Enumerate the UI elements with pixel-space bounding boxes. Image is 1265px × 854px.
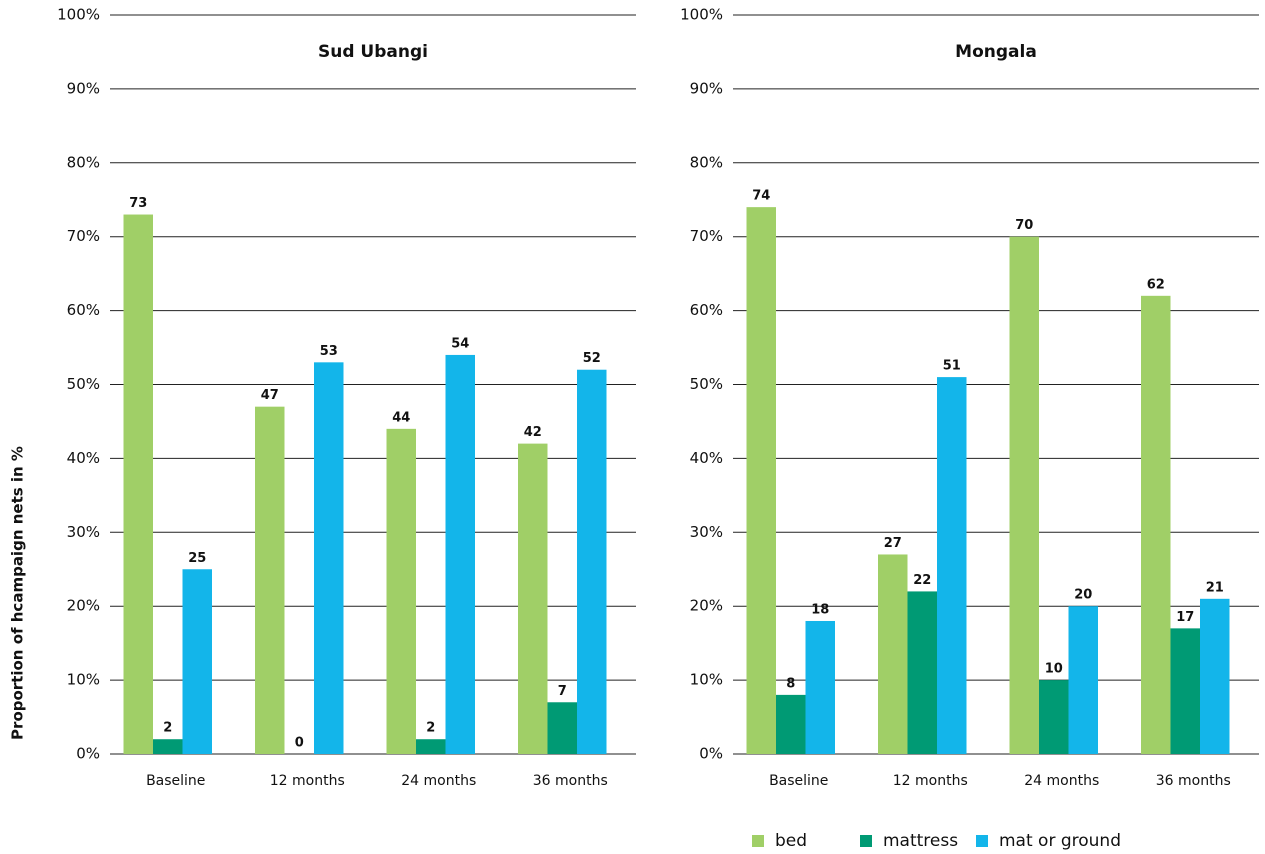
x-tick-label: 24 months	[1024, 773, 1099, 789]
bar	[1200, 598, 1230, 754]
y-axis-label: Proportion of hcampaign nets in %	[9, 446, 27, 740]
y-tick-label: 30%	[67, 523, 100, 541]
y-tick-label: 90%	[690, 79, 723, 97]
data-label: 74	[752, 189, 770, 204]
data-label: 8	[786, 676, 795, 691]
bar	[1009, 236, 1039, 754]
bar	[878, 554, 908, 754]
legend-label: mattress	[883, 831, 958, 851]
data-label: 52	[583, 351, 601, 366]
x-tick-label: 24 months	[401, 773, 476, 789]
data-label: 22	[913, 573, 931, 588]
bar	[937, 377, 967, 754]
data-label: 20	[1074, 588, 1092, 603]
y-tick-label: 0%	[699, 745, 723, 763]
bar	[153, 739, 183, 754]
bar	[1039, 680, 1069, 754]
bar	[746, 207, 776, 754]
data-label: 10	[1045, 662, 1063, 677]
data-label: 42	[524, 425, 542, 440]
bar	[907, 591, 937, 754]
bar	[386, 428, 416, 754]
y-tick-label: 50%	[690, 375, 723, 393]
y-tick-label: 10%	[67, 671, 100, 689]
x-tick-label: 36 months	[1156, 773, 1231, 789]
legend-swatch	[752, 835, 764, 847]
y-tick-label: 60%	[67, 301, 100, 319]
x-tick-label: Baseline	[769, 773, 828, 789]
legend-swatch	[860, 835, 872, 847]
legend-swatch	[976, 835, 988, 847]
bar	[255, 406, 285, 754]
data-label: 47	[261, 388, 279, 403]
data-label: 70	[1015, 218, 1033, 233]
bar	[1141, 295, 1171, 754]
data-label: 25	[188, 551, 206, 566]
bar	[123, 214, 153, 754]
y-tick-label: 20%	[690, 597, 723, 615]
y-tick-label: 30%	[690, 523, 723, 541]
data-label: 18	[811, 602, 829, 617]
y-tick-label: 70%	[690, 227, 723, 245]
y-tick-label: 0%	[76, 745, 100, 763]
x-tick-label: 12 months	[893, 773, 968, 789]
data-label: 73	[129, 196, 147, 211]
bar	[416, 739, 446, 754]
y-tick-label: 80%	[690, 153, 723, 171]
bar	[1068, 606, 1098, 754]
y-tick-label: 60%	[690, 301, 723, 319]
x-tick-label: Baseline	[146, 773, 205, 789]
y-tick-label: 90%	[67, 79, 100, 97]
bar	[805, 620, 835, 754]
legend-label: bed	[775, 831, 807, 851]
bar	[577, 369, 607, 754]
legend-label: mat or ground	[999, 831, 1121, 851]
bar	[776, 694, 806, 754]
chart-title: Sud Ubangi	[318, 42, 428, 62]
data-label: 0	[295, 736, 304, 751]
y-tick-label: 80%	[67, 153, 100, 171]
x-tick-label: 36 months	[533, 773, 608, 789]
data-label: 54	[451, 336, 469, 351]
data-label: 2	[163, 721, 172, 736]
data-label: 2	[426, 721, 435, 736]
chart-title: Mongala	[955, 42, 1037, 62]
data-label: 27	[884, 536, 902, 551]
x-tick-label: 12 months	[270, 773, 345, 789]
y-tick-label: 100%	[57, 6, 100, 24]
bar	[1170, 628, 1200, 754]
y-tick-label: 10%	[690, 671, 723, 689]
data-label: 53	[320, 344, 338, 359]
data-label: 17	[1176, 610, 1194, 625]
data-label: 51	[943, 359, 961, 374]
y-tick-label: 100%	[680, 6, 723, 24]
bar	[182, 569, 212, 754]
bar	[518, 443, 548, 754]
y-tick-label: 40%	[690, 449, 723, 467]
y-tick-label: 50%	[67, 375, 100, 393]
bar	[314, 362, 344, 754]
data-label: 44	[392, 410, 410, 425]
data-label: 21	[1206, 580, 1224, 595]
data-label: 7	[558, 684, 567, 699]
bar	[445, 354, 475, 754]
y-tick-label: 20%	[67, 597, 100, 615]
bar	[547, 702, 577, 754]
data-label: 62	[1147, 277, 1165, 292]
y-tick-label: 40%	[67, 449, 100, 467]
y-tick-label: 70%	[67, 227, 100, 245]
